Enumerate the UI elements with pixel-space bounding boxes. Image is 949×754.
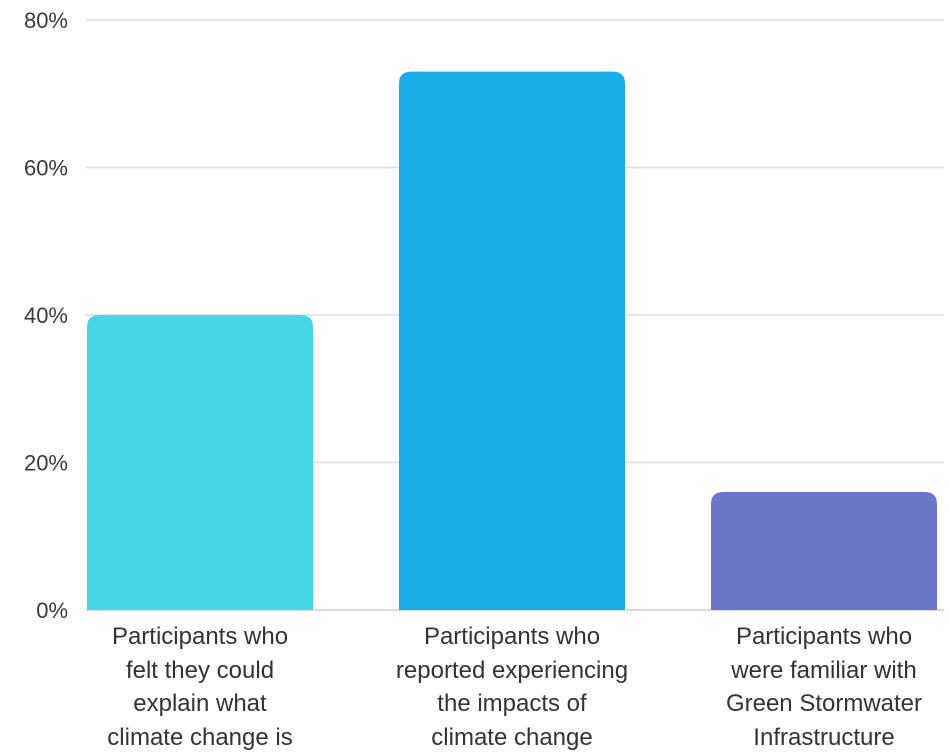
y-tick-label: 60% [24,156,68,181]
x-category-label-line: climate change is [50,721,350,754]
x-category-label-line: explain what [50,687,350,721]
x-category-label-line: Infrastructure [674,721,949,754]
y-tick-label: 20% [24,451,68,476]
x-category-label-line: were familiar with [674,654,949,688]
y-tick-label: 80% [24,8,68,33]
bars [87,72,937,610]
x-category-label-line: Participants who [674,620,949,654]
x-category-label-line: Participants who [362,620,662,654]
x-category-label-line: Green Stormwater [674,687,949,721]
x-category-label-line: reported experiencing [362,654,662,688]
y-axis-ticks: 0%20%40%60%80% [24,8,68,623]
x-category-label-line: climate change [362,721,662,754]
x-category-label-line: felt they could [50,654,350,688]
x-category-label-line: the impacts of [362,687,662,721]
bar [399,72,625,610]
bar [711,492,937,610]
x-category-label-line: Participants who [50,620,350,654]
bar [87,315,313,610]
y-tick-label: 40% [24,303,68,328]
